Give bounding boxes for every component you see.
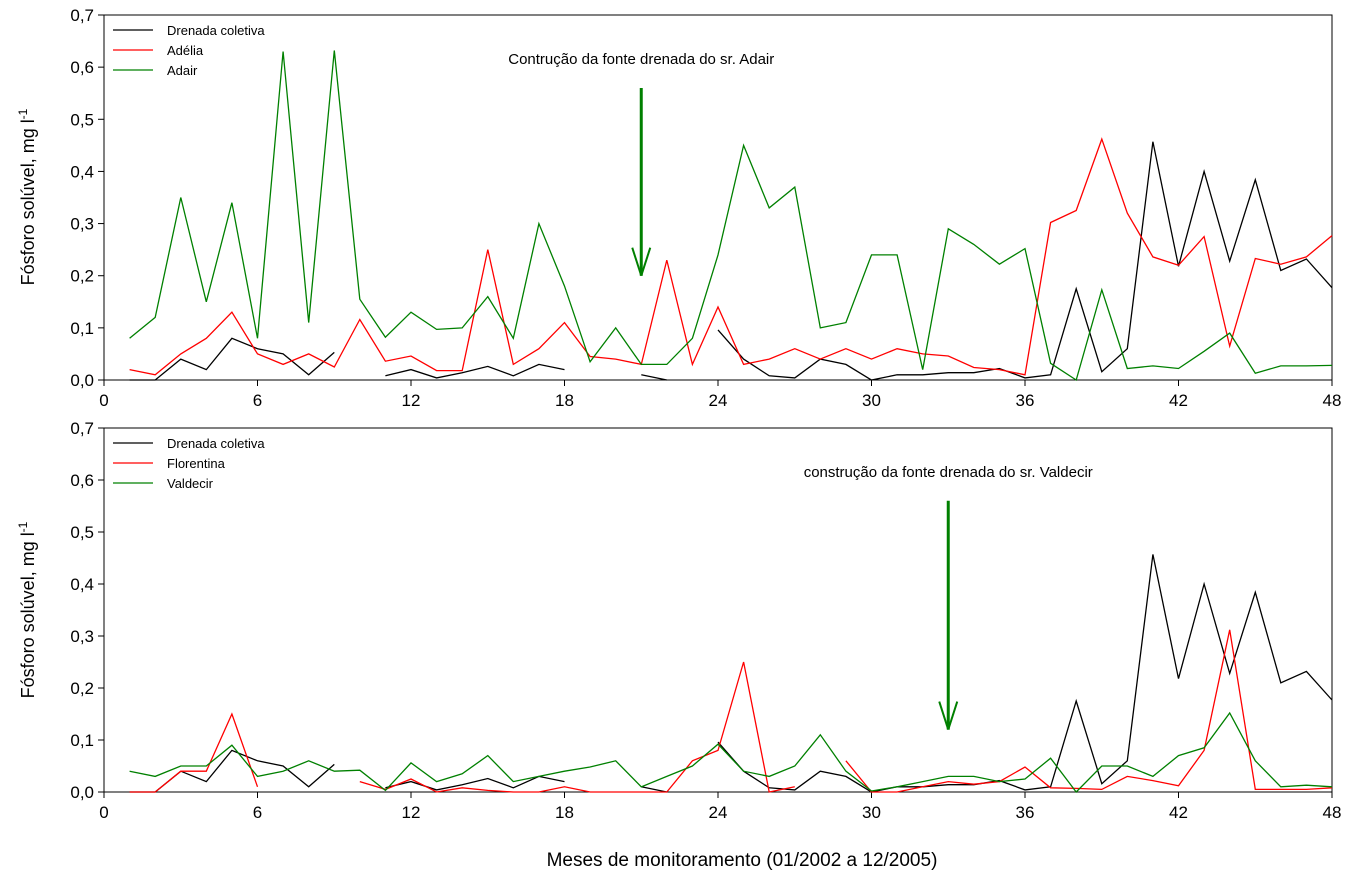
series-valdecir (129, 711, 1333, 793)
annotation-text: Contrução da fonte drenada do sr. Adair (508, 51, 774, 68)
y-tick-label: 0,3 (70, 215, 94, 234)
series-line-segment (129, 137, 1333, 376)
x-tick-label: 36 (1016, 391, 1035, 410)
y-tick-label: 0,5 (70, 523, 94, 542)
bottom-panel: 0,0 0,1 0,2 0,3 0,4 0,5 0,6 0,7 0 6 12 18 24 30 36 42 48… (16, 419, 1341, 822)
y-axis-title: Fósforo solúvel, mg l-1 (16, 108, 38, 285)
x-tick-label: 24 (709, 391, 728, 410)
x-tick-label: 42 (1169, 391, 1188, 410)
arrow-head-left (631, 247, 643, 277)
y-axis-title-superscript: -1 (16, 521, 30, 532)
legend-label: Valdecir (167, 476, 214, 491)
x-tick-label: 48 (1323, 803, 1342, 822)
x-tick-label: 6 (253, 391, 262, 410)
series-line-segment (129, 712, 259, 793)
legend-label: Florentina (167, 456, 226, 471)
x-tick-label: 0 (99, 391, 108, 410)
plot-frame (103, 427, 1333, 793)
annotation-arrow (938, 500, 959, 730)
series-line-segment (641, 374, 667, 381)
series-line-segment (845, 629, 1333, 793)
y-tick-label: 0,1 (70, 319, 94, 338)
y-tick-label: 0,3 (70, 627, 94, 646)
x-tick-label: 42 (1169, 803, 1188, 822)
series-line-segment (385, 363, 565, 379)
series-line-segment (129, 50, 1333, 382)
arrow-head-right (640, 247, 652, 277)
series-adair (129, 50, 1333, 382)
y-tick-label: 0,7 (70, 6, 94, 25)
annotation-text: construção da fonte drenada do sr. Valde… (804, 464, 1093, 481)
series-line-segment (385, 775, 565, 791)
x-tick-label: 18 (555, 803, 574, 822)
y-axis-title-superscript: -1 (16, 108, 30, 119)
y-tick-label: 0,2 (70, 679, 94, 698)
series-line-segment (129, 749, 335, 793)
arrow-head-right (947, 701, 959, 730)
series-line-segment (359, 661, 795, 793)
series-line-segment (129, 711, 1333, 793)
y-axis-title-main: Fósforo solúvel, mg l (18, 119, 38, 285)
legend-label: Adair (167, 63, 198, 78)
x-tick-label: 30 (862, 391, 881, 410)
x-tick-label: 12 (402, 391, 421, 410)
x-tick-label: 18 (555, 391, 574, 410)
arrow-head-left (938, 701, 950, 730)
x-tick-label: 36 (1016, 803, 1035, 822)
x-tick-label: 6 (253, 803, 262, 822)
series-adélia (129, 137, 1333, 376)
y-tick-label: 0,2 (70, 267, 94, 286)
x-tick-label: 12 (402, 803, 421, 822)
y-tick-label: 0,5 (70, 110, 94, 129)
y-tick-label: 0,7 (70, 419, 94, 438)
y-tick-label: 0,6 (70, 58, 94, 77)
y-tick-label: 0,6 (70, 471, 94, 490)
x-tick-label: 48 (1323, 391, 1342, 410)
series-line-segment (717, 141, 1333, 381)
legend-label: Adélia (167, 43, 204, 58)
x-axis-title: Meses de monitoramento (01/2002 a 12/200… (547, 850, 938, 871)
series-line-segment (641, 786, 667, 793)
y-tick-label: 0,0 (70, 371, 94, 390)
legend-label: Drenada coletiva (167, 23, 265, 38)
series-drenada-coletiva (129, 141, 1333, 381)
series-line-segment (717, 554, 1333, 793)
y-tick-label: 0,1 (70, 731, 94, 750)
x-tick-label: 0 (99, 803, 108, 822)
top-panel: 0,0 0,1 0,2 0,3 0,4 0,5 0,6 0,7 0 6 12 18 24 30 36 42 48… (16, 6, 1341, 410)
plot-frame (103, 14, 1333, 381)
x-tick-label: 30 (862, 803, 881, 822)
series-florentina (129, 629, 1333, 793)
series-line-segment (129, 337, 335, 381)
y-axis-title-main: Fósforo solúvel, mg l (18, 532, 38, 698)
y-tick-label: 0,4 (70, 575, 94, 594)
legend-label: Drenada coletiva (167, 436, 265, 451)
x-tick-label: 24 (709, 803, 728, 822)
series-drenada-coletiva (129, 554, 1333, 793)
y-tick-label: 0,0 (70, 783, 94, 802)
y-tick-label: 0,4 (70, 162, 94, 181)
annotation-arrow (631, 88, 652, 277)
y-axis-title: Fósforo solúvel, mg l-1 (16, 521, 38, 698)
